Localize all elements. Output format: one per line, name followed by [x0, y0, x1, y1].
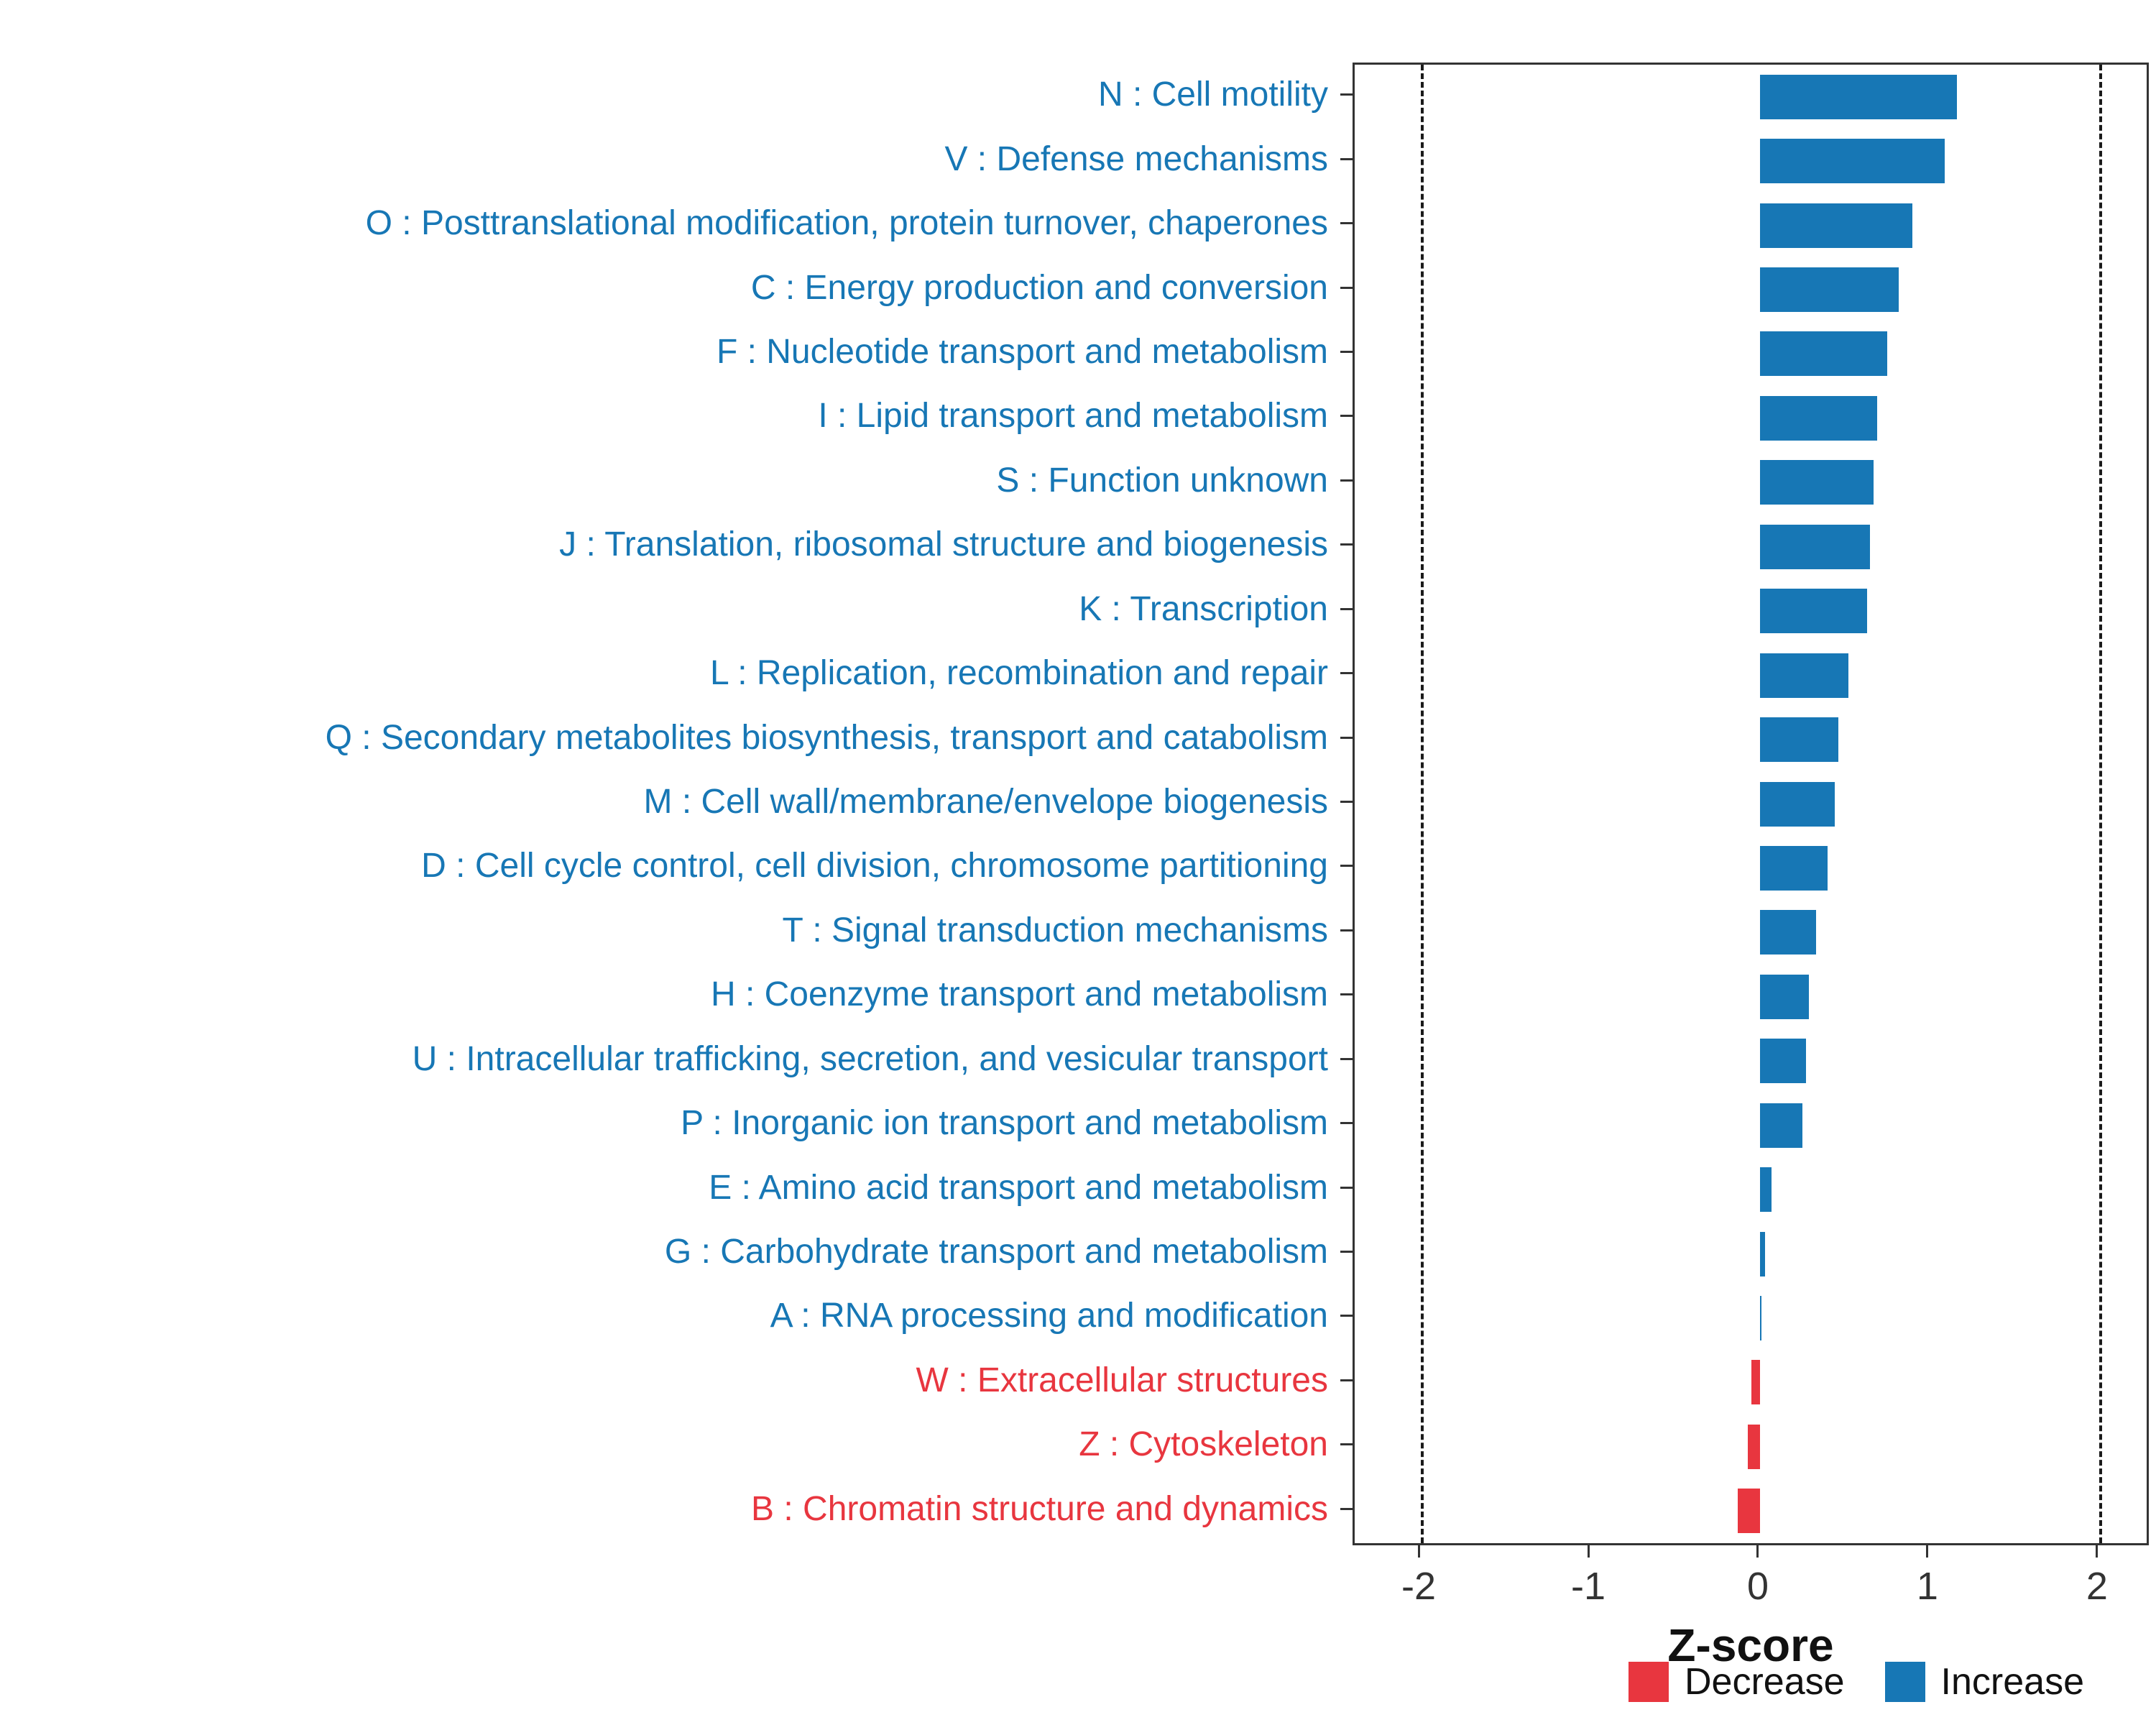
y-tick-mark [1340, 415, 1353, 418]
legend-label: Increase [1940, 1661, 2084, 1703]
bar [1748, 1424, 1760, 1469]
category-label: P : Inorganic ion transport and metaboli… [681, 1104, 1328, 1143]
y-tick-mark [1340, 222, 1353, 225]
legend-label: Decrease [1684, 1661, 1845, 1703]
y-tick-mark [1340, 736, 1353, 739]
y-tick-mark [1340, 1057, 1353, 1060]
category-label: Q : Secondary metabolites biosynthesis, … [325, 718, 1328, 757]
x-tick-mark [2096, 1545, 2099, 1558]
y-axis-labels: N : Cell motility V : Defense mechanisms O… [0, 63, 1328, 1545]
bar [1759, 589, 1867, 634]
bar [1759, 1295, 1762, 1340]
category-label: L : Replication, recombination and repai… [709, 654, 1328, 693]
x-tick-mark [1756, 1545, 1759, 1558]
y-tick-mark [1340, 929, 1353, 932]
legend-swatch [1884, 1662, 1925, 1702]
legend: Decrease Increase [1628, 1655, 2084, 1709]
y-tick-mark [1340, 93, 1353, 96]
bar [1738, 1489, 1760, 1534]
y-tick-mark [1340, 350, 1353, 353]
bar [1759, 781, 1835, 827]
bar [1751, 1360, 1760, 1405]
x-tick-mark [1926, 1545, 1929, 1558]
legend-item-increase: Increase [1884, 1660, 2084, 1703]
x-tick-label: -1 [1570, 1565, 1606, 1608]
category-label: D : Cell cycle control, cell division, c… [421, 847, 1328, 886]
category-label: E : Amino acid transport and metabolism [709, 1168, 1328, 1207]
y-tick-mark [1340, 801, 1353, 803]
category-label: S : Function unknown [996, 461, 1328, 500]
category-label: V : Defense mechanisms [944, 139, 1328, 178]
y-tick-mark [1340, 865, 1353, 868]
y-tick-mark [1340, 157, 1353, 160]
category-label: O : Posttranslational modification, prot… [365, 204, 1328, 243]
bar [1759, 974, 1810, 1019]
y-tick-mark [1340, 1186, 1353, 1189]
x-tick-label: -2 [1401, 1565, 1437, 1608]
bar [1759, 910, 1816, 955]
bar [1759, 653, 1848, 698]
y-tick-mark [1340, 607, 1353, 610]
category-label: I : Lipid transport and metabolism [818, 397, 1328, 436]
bar [1759, 1103, 1802, 1148]
bar [1759, 845, 1828, 891]
category-label: M : Cell wall/membrane/envelope biogenes… [643, 782, 1328, 821]
y-tick-mark [1340, 479, 1353, 482]
x-tick-label: 2 [2086, 1565, 2108, 1608]
bar [1759, 524, 1871, 569]
category-label: U : Intracellular trafficking, secretion… [412, 1039, 1328, 1078]
y-tick-mark [1340, 1315, 1353, 1317]
category-label: T : Signal transduction mechanisms [782, 911, 1328, 949]
x-tick-mark [1417, 1545, 1420, 1558]
category-label: F : Nucleotide transport and metabolism [716, 332, 1328, 371]
y-tick-mark [1340, 543, 1353, 546]
legend-swatch [1628, 1662, 1669, 1702]
x-tick-mark [1587, 1545, 1590, 1558]
y-tick-mark [1340, 993, 1353, 996]
y-tick-mark [1340, 672, 1353, 675]
category-label: H : Coenzyme transport and metabolism [710, 975, 1328, 1014]
category-label: W : Extracellular structures [916, 1361, 1328, 1399]
plot-panel [1353, 63, 2149, 1545]
bar [1759, 139, 1945, 184]
bar [1759, 74, 1957, 119]
y-tick-mark [1340, 1251, 1353, 1254]
category-label: N : Cell motility [1097, 75, 1328, 114]
bar [1759, 460, 1874, 505]
bar [1759, 395, 1877, 441]
category-label: B : Chromatin structure and dynamics [751, 1489, 1328, 1528]
category-label: Z : Cytoskeleton [1079, 1425, 1328, 1464]
bar [1759, 331, 1887, 377]
category-label: G : Carbohydrate transport and metabolis… [664, 1233, 1328, 1271]
y-tick-mark [1340, 1443, 1353, 1446]
category-label: A : RNA processing and modification [770, 1297, 1328, 1335]
category-label: K : Transcription [1079, 589, 1328, 628]
reference-line [1421, 65, 1424, 1543]
reference-line [2099, 65, 2102, 1543]
y-tick-mark [1340, 1379, 1353, 1381]
bar [1759, 1039, 1806, 1084]
bar [1759, 1167, 1772, 1213]
category-label: J : Translation, ribosomal structure and… [559, 525, 1328, 564]
bar [1759, 267, 1899, 313]
x-axis-title: Z-score [1667, 1619, 1834, 1671]
y-tick-mark [1340, 1507, 1353, 1510]
x-tick-label: 0 [1746, 1565, 1769, 1608]
y-tick-mark [1340, 1122, 1353, 1125]
category-label: C : Energy production and conversion [750, 268, 1328, 307]
bar [1759, 1231, 1766, 1276]
legend-item-decrease: Decrease [1628, 1660, 1845, 1703]
bar [1759, 717, 1838, 763]
x-tick-label: 1 [1916, 1565, 1938, 1608]
bar [1759, 203, 1913, 248]
y-tick-mark [1340, 286, 1353, 289]
